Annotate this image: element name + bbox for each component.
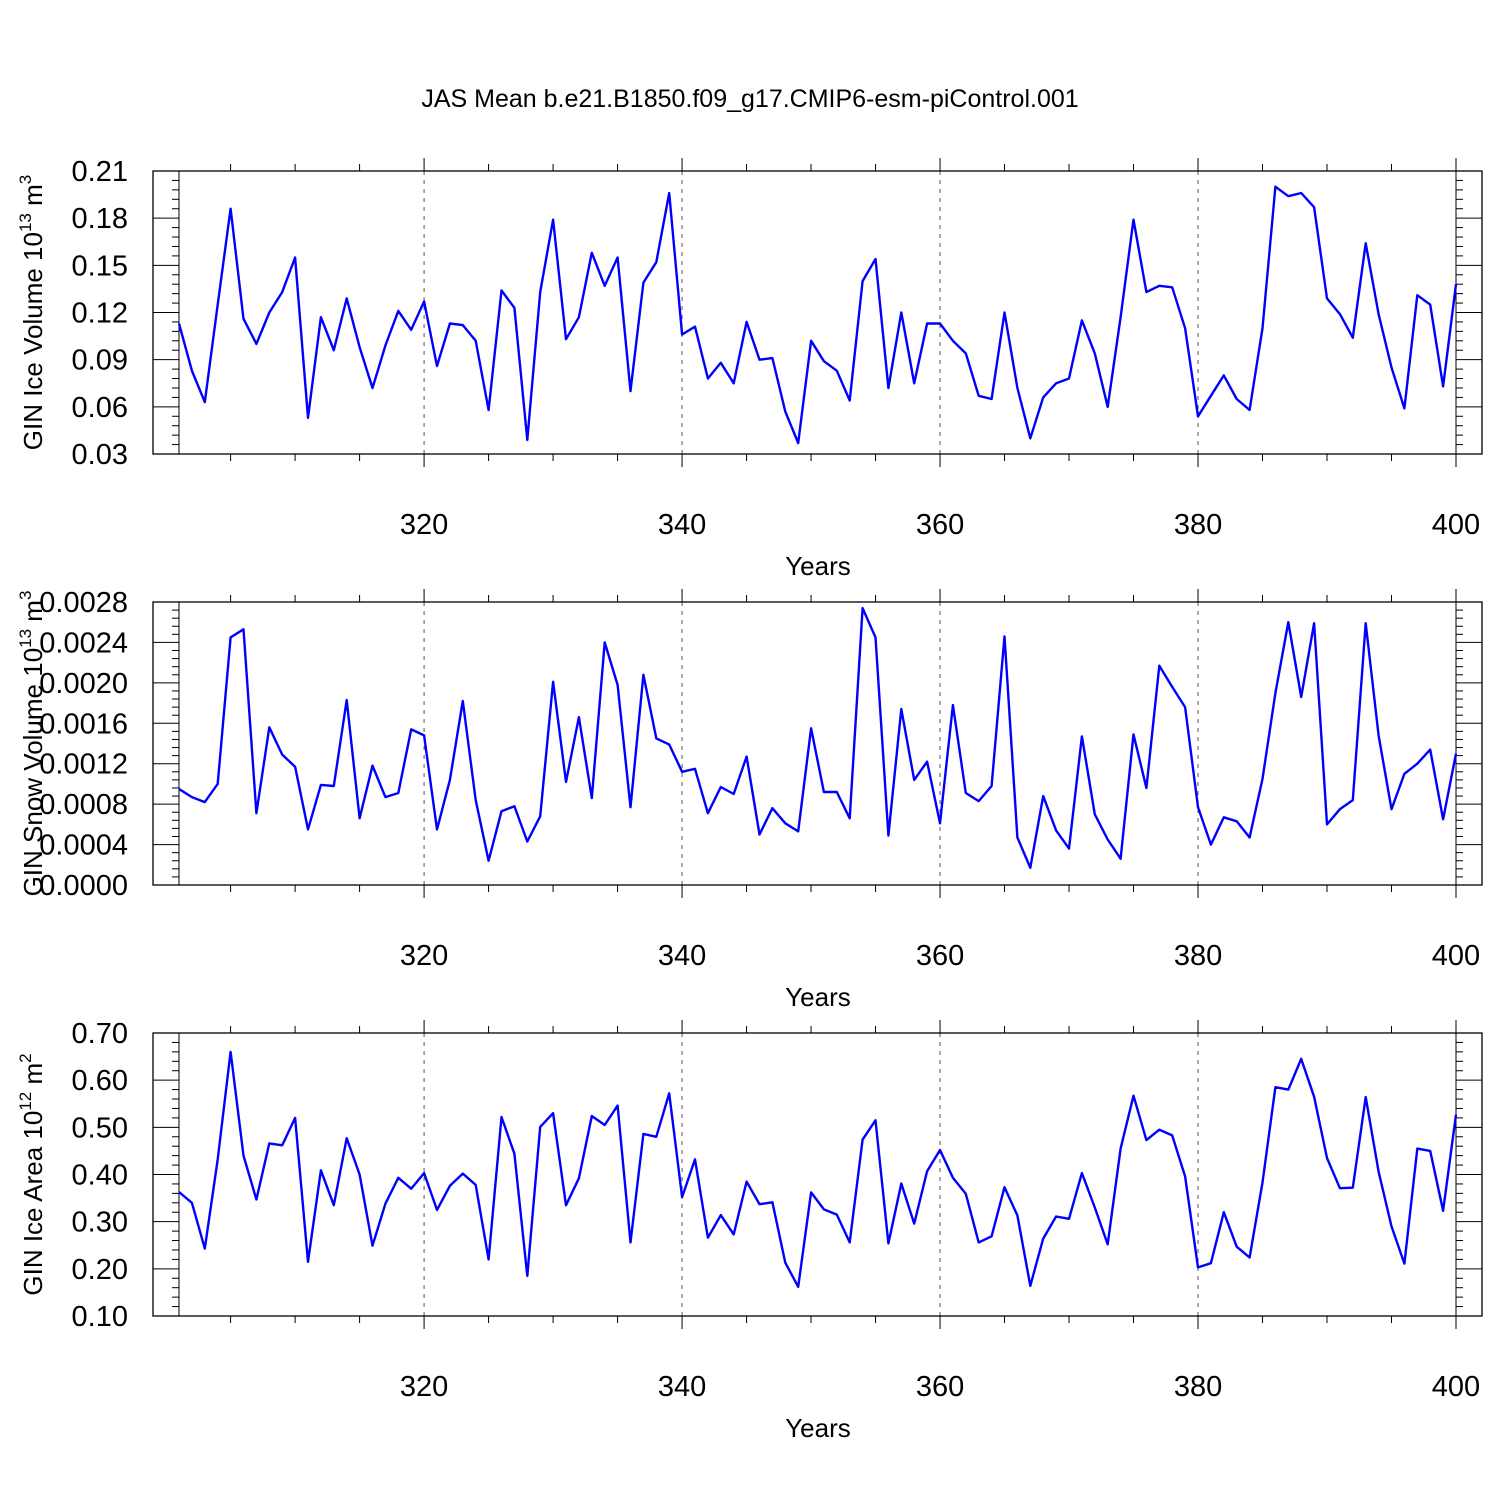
y-tick-label: 0.20 xyxy=(72,1254,128,1286)
series-line-3 xyxy=(178,1050,1458,1289)
y-tick-label: 0.30 xyxy=(72,1207,128,1239)
y-tick-label: 0.0004 xyxy=(39,830,128,862)
x-tick-label: 380 xyxy=(1174,1371,1222,1403)
y-tick-label: 0.12 xyxy=(72,298,128,330)
x-tick-label: 340 xyxy=(658,509,706,541)
x-tick-label: 380 xyxy=(1174,940,1222,972)
x-tick-label: 380 xyxy=(1174,509,1222,541)
y-tick-label: 0.70 xyxy=(72,1018,128,1050)
y-tick-label: 0.0000 xyxy=(39,870,128,902)
y-tick-label: 0.09 xyxy=(72,345,128,377)
x-axis-title: Years xyxy=(785,1413,851,1443)
y-tick-label: 0.21 xyxy=(72,156,128,188)
x-tick-label: 320 xyxy=(400,1371,448,1403)
y-tick-label: 0.03 xyxy=(72,439,128,471)
x-axis-title: Years xyxy=(785,551,851,581)
y-tick-label: 0.50 xyxy=(72,1112,128,1144)
y-tick-label: 0.18 xyxy=(72,203,128,235)
x-tick-label: 340 xyxy=(658,940,706,972)
x-tick-label: 360 xyxy=(916,940,964,972)
x-tick-label: 400 xyxy=(1432,1371,1480,1403)
plot-frame-1 xyxy=(152,170,1483,455)
x-tick-label: 340 xyxy=(658,1371,706,1403)
x-tick-label: 320 xyxy=(400,940,448,972)
x-tick-label: 320 xyxy=(400,509,448,541)
series-line-1 xyxy=(177,185,1458,445)
y-tick-label: 0.06 xyxy=(72,392,128,424)
x-tick-label: 400 xyxy=(1432,940,1480,972)
y-axis-title: GIN Snow Volume 1013 m3 xyxy=(16,591,48,897)
y-axis-title: GIN Ice Volume 1013 m3 xyxy=(16,175,48,451)
y-tick-label: 0.40 xyxy=(72,1160,128,1192)
y-tick-label: 0.0008 xyxy=(39,789,128,821)
y-axis-title: GIN Ice Area 1012 m2 xyxy=(16,1053,48,1295)
plot-frame-3 xyxy=(152,1032,1483,1317)
x-tick-label: 400 xyxy=(1432,509,1480,541)
y-tick-label: 0.10 xyxy=(72,1301,128,1333)
y-tick-label: 0.0028 xyxy=(39,587,128,619)
y-tick-label: 0.0024 xyxy=(39,627,128,659)
y-tick-label: 0.15 xyxy=(72,250,128,282)
x-tick-label: 360 xyxy=(916,509,964,541)
y-tick-label: 0.0020 xyxy=(39,668,128,700)
y-tick-label: 0.0012 xyxy=(39,749,128,781)
chart-title: JAS Mean b.e21.B1850.f09_g17.CMIP6-esm-p… xyxy=(421,85,1078,113)
plot-frame-2 xyxy=(152,601,1483,886)
x-tick-label: 360 xyxy=(916,1371,964,1403)
x-axis-title: Years xyxy=(785,982,851,1012)
y-tick-label: 0.60 xyxy=(72,1065,128,1097)
series-line-2 xyxy=(178,606,1458,869)
y-tick-label: 0.0016 xyxy=(39,708,128,740)
